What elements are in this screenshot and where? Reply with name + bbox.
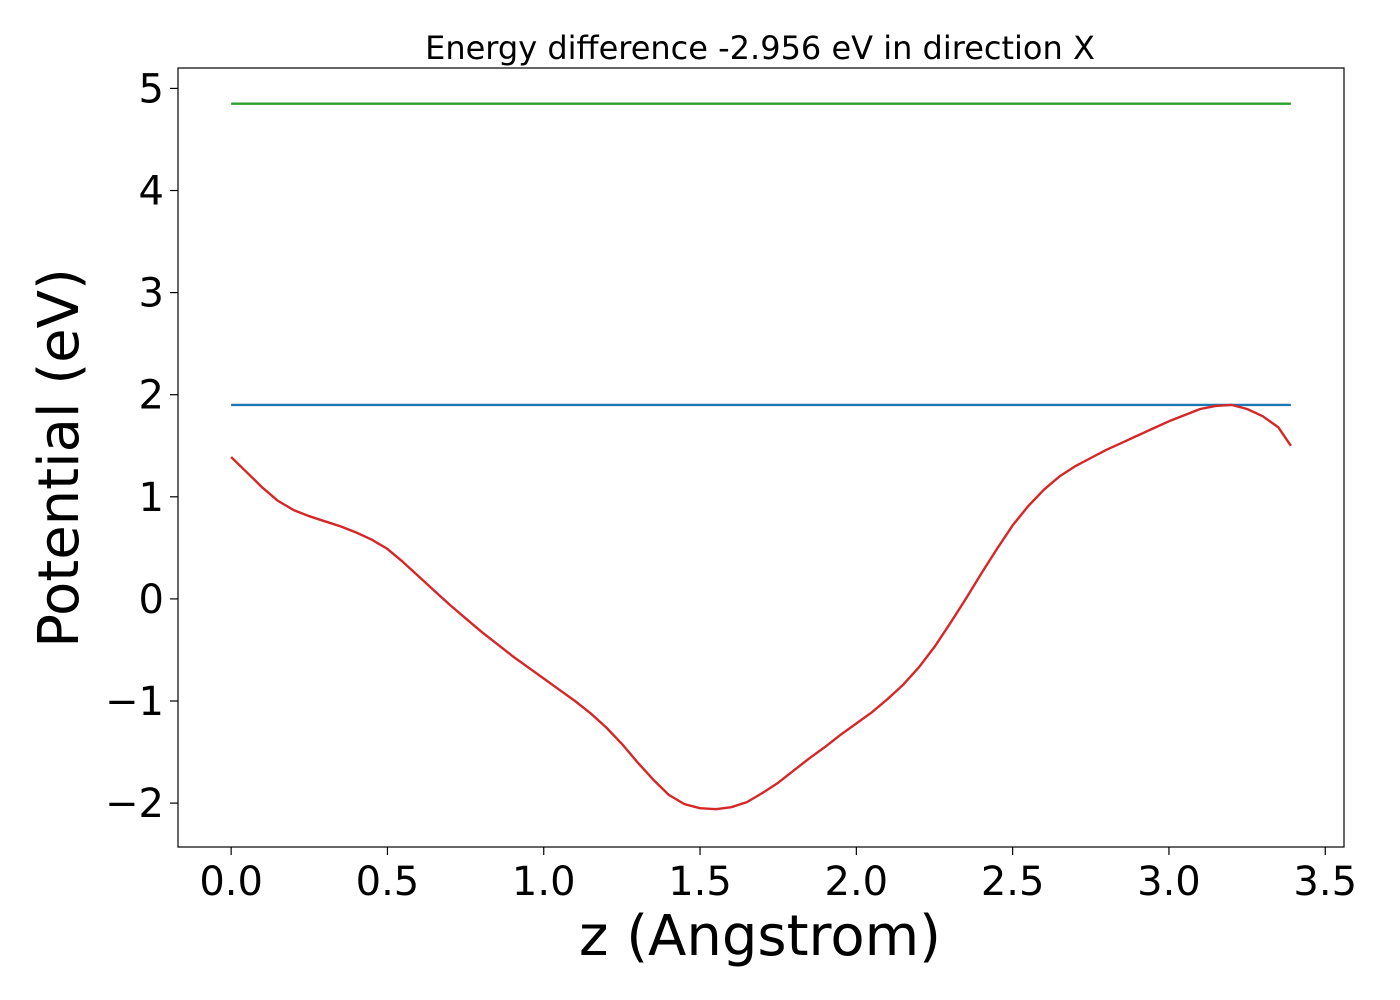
y-tick-label: 1 <box>139 475 164 521</box>
y-axis-label: Potential (eV) <box>27 268 92 648</box>
y-tick-label: 2 <box>139 373 164 419</box>
x-tick-label: 1.5 <box>668 859 732 905</box>
y-tick-label: 0 <box>139 577 164 623</box>
y-axis-ticks: −2 −1 0 1 2 3 4 5 <box>105 66 178 827</box>
series-layer <box>230 102 1292 811</box>
x-tick-label: 0.5 <box>356 859 420 905</box>
x-tick-label: 1.0 <box>512 859 576 905</box>
plot-frame <box>177 67 1345 848</box>
y-tick-label: 5 <box>139 66 164 112</box>
x-axis-ticks: 0.0 0.5 1.0 1.5 2.0 2.5 3.0 3.5 <box>199 847 1357 905</box>
x-tick-label: 2.5 <box>981 859 1045 905</box>
x-tick-label: 2.0 <box>825 859 889 905</box>
y-tick-label: −2 <box>105 781 164 827</box>
series-line-2 <box>230 403 1292 811</box>
y-tick-label: 3 <box>139 271 164 317</box>
y-tick-label: −1 <box>105 679 164 725</box>
x-axis-label: z (Angstrom) <box>579 904 941 969</box>
x-tick-label: 0.0 <box>199 859 263 905</box>
x-tick-label: 3.0 <box>1137 859 1201 905</box>
x-tick-label: 3.5 <box>1293 859 1357 905</box>
chart-title: Energy difference -2.956 eV in direction… <box>425 29 1095 67</box>
y-tick-label: 4 <box>139 169 164 215</box>
